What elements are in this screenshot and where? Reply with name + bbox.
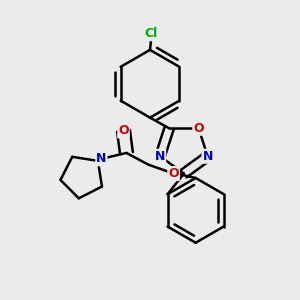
Text: O: O	[118, 124, 129, 137]
Text: O: O	[193, 122, 204, 135]
Text: N: N	[202, 150, 213, 163]
Text: O: O	[168, 167, 179, 180]
Text: Cl: Cl	[145, 27, 158, 40]
Text: N: N	[155, 150, 165, 163]
Text: N: N	[96, 152, 106, 165]
